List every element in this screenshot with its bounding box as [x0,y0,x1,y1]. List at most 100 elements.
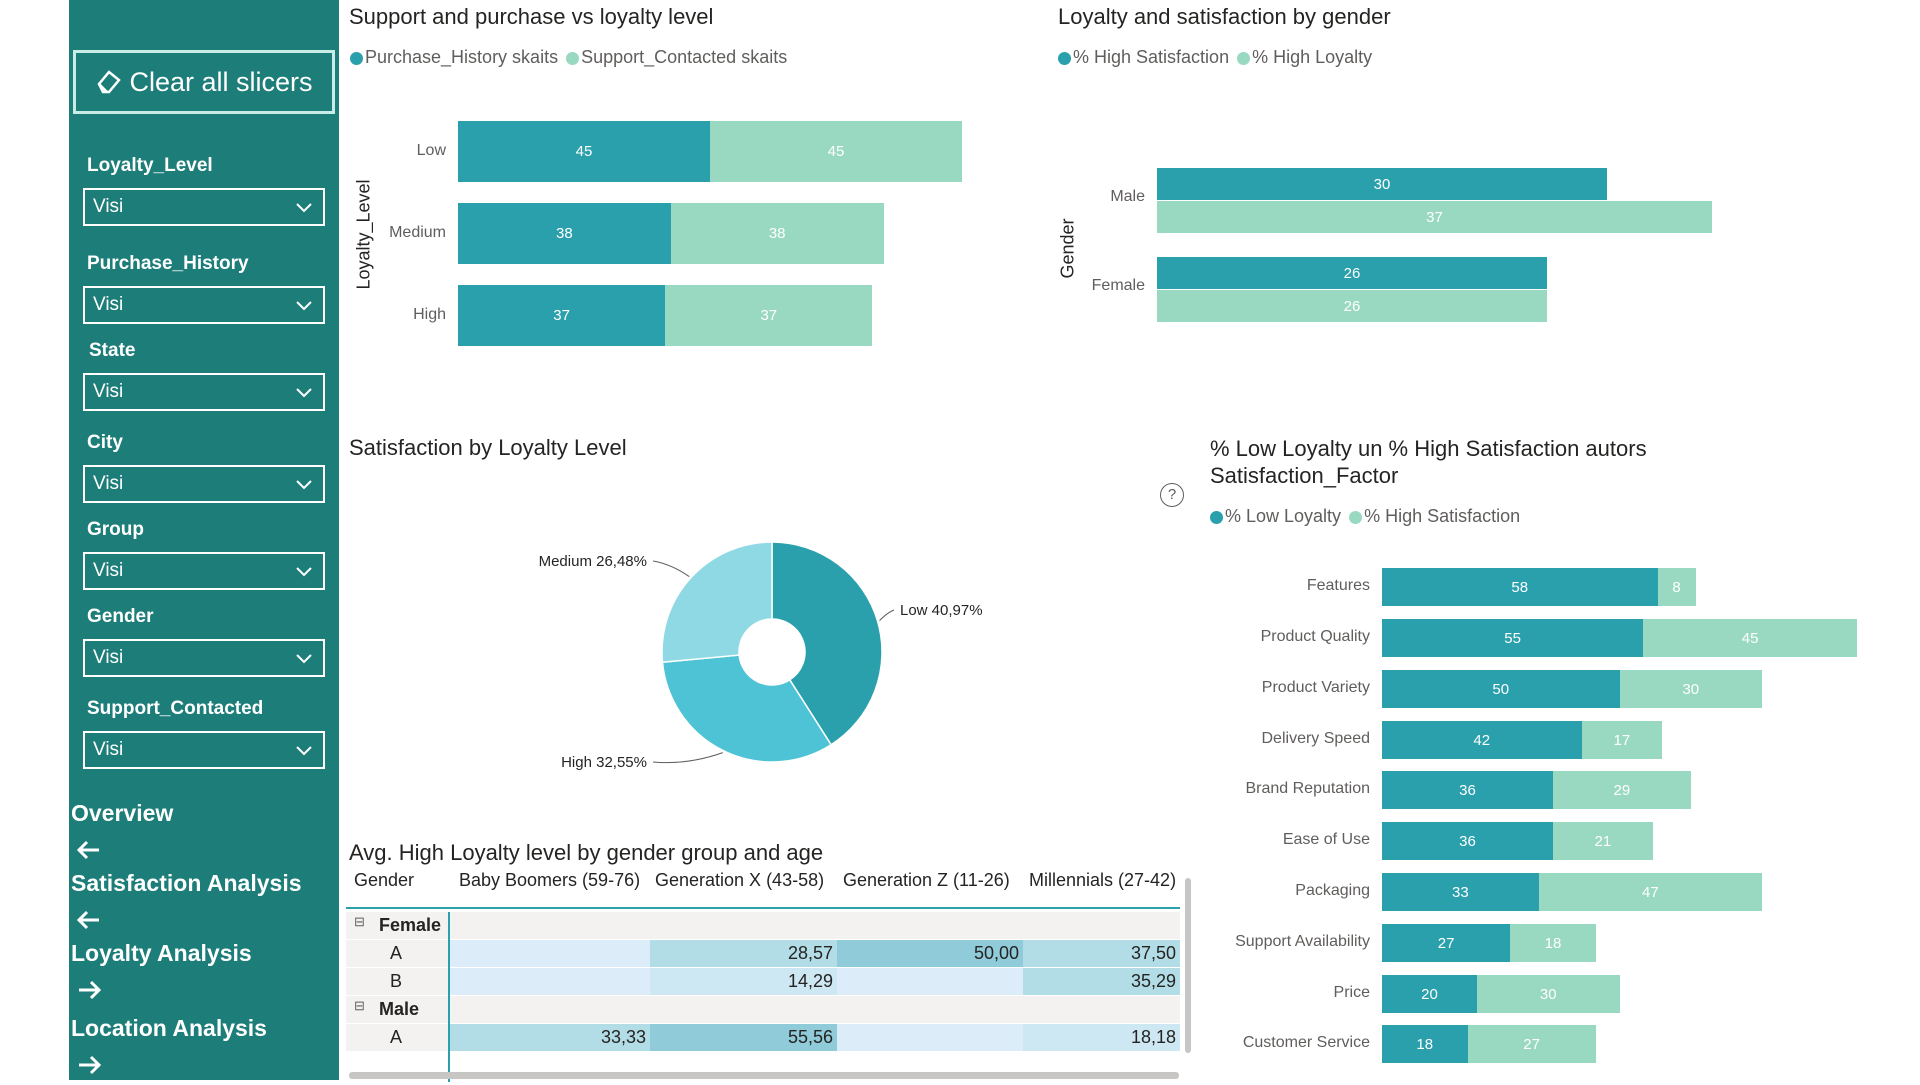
chart1-legend: Purchase_History skaits Support_Contacte… [350,47,787,68]
data-label: 30 [1539,985,1557,1003]
chevron-down-icon [296,203,312,213]
data-label: 17 [1613,731,1631,749]
data-label: 18 [1544,934,1562,952]
legend-item: % High Satisfaction [1073,47,1230,67]
column-header[interactable]: Gender [354,870,415,890]
bar-segment[interactable]: 36 [1382,771,1553,809]
expand-icon[interactable]: ⊟ [354,998,365,1013]
sidebar: Clear all slicers Loyalty_Level Visi Purch… [69,0,339,1080]
bar-segment[interactable]: 18 [1382,1025,1468,1063]
data-label: 20 [1421,985,1438,1003]
chevron-down-icon [296,746,312,756]
legend-dot-icon [1058,51,1071,65]
nav-link[interactable]: Overview [71,800,174,826]
slicer-dropdown[interactable]: Visi [83,188,325,226]
legend-dot-icon [566,51,580,65]
bar-segment[interactable]: 30 [1477,975,1620,1013]
bar-segment[interactable]: 18 [1510,924,1596,962]
slicer-value: Visi [93,473,124,494]
pie-slice[interactable] [661,541,773,664]
help-icon[interactable]: ? [1160,483,1184,507]
slicer-dropdown[interactable]: Visi [83,552,325,590]
bar-segment[interactable]: 38 [670,203,884,264]
expand-icon[interactable]: ⊟ [354,914,365,929]
data-label: 47 [1642,883,1659,901]
slicer-dropdown[interactable]: Visi [83,286,325,324]
row-label: B [390,971,403,991]
bar[interactable]: 26 [1157,290,1547,322]
table-row[interactable]: A 28,57 50,00 37,50 [346,940,1180,967]
slicer-dropdown[interactable]: Visi [83,373,325,411]
bar-segment[interactable]: 36 [1382,822,1553,860]
column-header[interactable]: Generation X (43-58) [655,870,825,890]
pie-slice[interactable] [661,654,833,763]
table-cell: 18,18 [1023,1024,1180,1051]
slicer-dropdown[interactable]: Visi [83,639,325,677]
bar-segment[interactable]: 47 [1538,873,1762,911]
chart4-title-line1: % Low Loyalty un % High Satisfaction aut… [1210,436,1647,461]
group-label: Male [379,999,420,1019]
bar-segment[interactable]: 45 [458,121,710,182]
nav-link[interactable]: Satisfaction Analysis [71,870,302,896]
table-row[interactable]: B 14,29 35,29 [346,968,1180,995]
bar-segment[interactable]: 45 [710,121,962,182]
table-horizontal-scrollbar[interactable] [349,1072,1179,1079]
arrow-left-icon[interactable] [75,908,103,932]
bar-segment[interactable]: 27 [1382,924,1511,962]
chart4-title-line2: Satisfaction_Factor [1210,463,1399,488]
arrow-right-icon[interactable] [75,1053,103,1077]
column-header[interactable]: Generation Z (11-26) [843,870,1010,890]
slicer-dropdown[interactable]: Visi [83,731,325,769]
category-label: Support Availability [1235,933,1370,950]
bar-segment[interactable]: 42 [1382,721,1582,759]
chevron-down-icon [296,567,312,577]
data-label: 37 [1426,208,1443,226]
data-label: 33 [1452,883,1469,901]
leader-line [879,609,895,621]
bar-segment[interactable]: 27 [1467,1025,1596,1063]
column-header[interactable]: Baby Boomers (59-76) [459,870,641,890]
data-label: 58 [1511,578,1529,596]
category-label: Customer Service [1242,1034,1370,1051]
legend-item: % Low Loyalty [1225,506,1342,526]
bar-segment[interactable]: 29 [1553,771,1691,809]
bar[interactable]: 30 [1157,168,1607,200]
slicer-value: Visi [93,196,124,217]
bar-segment[interactable]: 17 [1581,721,1663,759]
data-label: 45 [575,143,593,160]
table-vertical-scrollbar[interactable] [1185,878,1191,1053]
bar-segment[interactable]: 38 [458,203,671,264]
bar-segment[interactable]: 58 [1382,568,1658,606]
arrow-left-icon[interactable] [75,838,103,862]
legend-item: Purchase_History skaits [365,47,559,67]
bar-segment[interactable]: 50 [1382,670,1620,708]
data-label: 29 [1613,781,1631,799]
data-label: 45 [827,143,845,160]
slicer-label: Loyalty_Level [87,155,213,176]
slicer-label: State [89,340,136,361]
category-label: Ease of Use [1282,831,1370,848]
bar[interactable]: 37 [1157,201,1712,233]
table-row[interactable]: A 33,33 55,56 18,18 [346,1024,1180,1051]
nav-link[interactable]: Loyalty Analysis [71,940,252,966]
bar-segment[interactable]: 21 [1553,822,1653,860]
bar-segment[interactable]: 37 [665,285,873,346]
bar-segment[interactable]: 20 [1382,975,1477,1013]
clear-all-slicers-button[interactable]: Clear all slicers [73,50,335,114]
bar-segment[interactable]: 45 [1643,619,1857,657]
bar-segment[interactable]: 37 [458,285,666,346]
category-label: Product Quality [1260,628,1370,645]
slicer-dropdown[interactable]: Visi [83,465,325,503]
column-header[interactable]: Millennials (27-42) [1029,870,1177,890]
category-label: Delivery Speed [1261,730,1371,747]
bar-segment[interactable]: 8 [1657,568,1696,606]
nav-link[interactable]: Location Analysis [71,1015,267,1041]
bar-segment[interactable]: 33 [1382,873,1539,911]
bar-segment[interactable]: 30 [1619,670,1762,708]
table-cell [837,1024,1023,1051]
bar-segment[interactable]: 55 [1382,619,1644,657]
arrow-right-icon[interactable] [75,978,103,1002]
slice-label: High 32,55% [561,754,647,771]
bar[interactable]: 26 [1157,257,1547,289]
chart4-title: % Low Loyalty un % High Satisfaction aut… [1210,435,1647,489]
